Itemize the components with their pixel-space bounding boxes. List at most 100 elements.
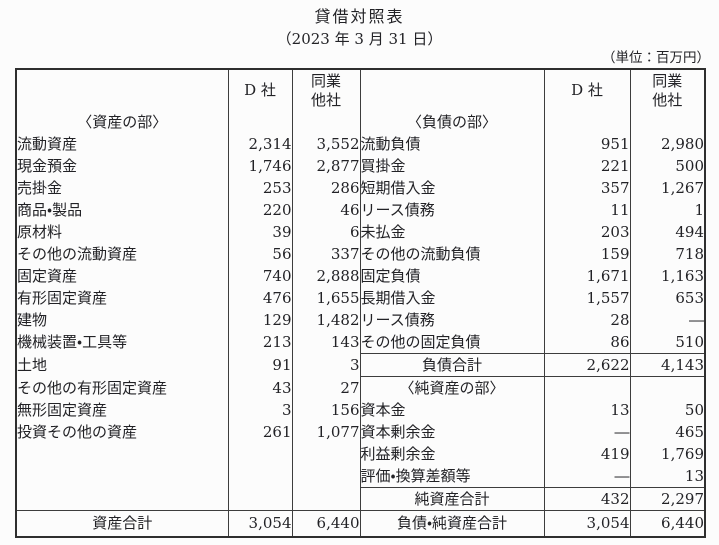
liability-row-label: 〈純資産の部〉 [360,376,545,399]
asset-company-value: 476 [228,287,293,309]
liability-company-value: 11 [544,199,631,221]
asset-row-label: 固定資産 [16,265,229,287]
table-row: その他の有形固定資産 43 27 〈純資産の部〉 [16,376,705,399]
asset-peer-value: 2,877 [292,155,361,177]
asset-company-value [228,111,293,133]
liabilities-company-header: D 社 [544,69,631,111]
liability-company-value: 2,622 [544,353,631,377]
table-row: 建物 129 1,482 リース債務 28 ― [16,309,705,331]
liability-row-label: 純資産合計 [360,487,545,511]
table-row: 〈資産の部〉 〈負債の部〉 [16,111,705,133]
asset-company-value: 213 [228,331,293,354]
table-row: 売掛金 253 286 短期借入金 357 1,267 [16,177,705,199]
liability-company-value [544,111,631,133]
liability-peer-value: 1,769 [661,445,704,463]
liabilities-equity-total-company-value: 3,054 [544,510,631,537]
peer-header-line1: 同業 [310,71,341,90]
asset-peer-value: 6 [292,221,361,243]
liability-company-value: 1,557 [544,287,631,309]
asset-row-label: 商品・製品 [16,199,229,221]
asset-peer-value: 3,552 [292,133,361,155]
liability-row-label: 資本金 [360,399,545,421]
liability-company-value: 1,671 [544,265,631,287]
liabilities-equity-total-peer-value: 6,440 [630,510,705,537]
liability-company-value: 951 [544,133,631,155]
assets-total-company-value: 3,054 [228,510,293,537]
liability-peer-value: 13 [684,467,704,485]
asset-row-label: 土地 [16,353,229,377]
asset-row-label: 投資その他の資産 [16,421,229,443]
liability-company-value: 432 [544,487,631,511]
liability-row-label: 未払金 [360,221,545,243]
liabilities-peer-header: 同業 他社 [630,69,705,111]
asset-peer-value [292,487,361,511]
asset-peer-value: 1,482 [292,309,361,331]
asset-row-label [16,465,229,488]
asset-peer-value: 1,077 [292,421,361,443]
asset-peer-value [292,465,361,488]
asset-row-label: 建物 [16,309,229,331]
liability-peer-value: ― [689,311,704,329]
asset-row-label: 原材料 [16,221,229,243]
liability-company-value: ― [544,465,631,488]
liability-peer-value: 510 [675,333,704,351]
asset-peer-value: 337 [292,243,361,265]
assets-total-peer-value: 6,440 [292,510,361,537]
liability-company-value: ― [544,421,631,443]
liability-company-value [544,376,631,399]
liability-row-label: 固定負債 [360,265,545,287]
liability-peer-value: 50 [684,401,704,419]
table-row: その他の流動資産 56 337 その他の流動負債 159 718 [16,243,705,265]
liability-company-value: 28 [544,309,631,331]
liability-company-value: 159 [544,243,631,265]
asset-row-label: 現金預金 [16,155,229,177]
table-row: 純資産合計 432 2,297 [16,487,705,511]
balance-sheet-table: D 社 同業 他社 D 社 同業 他社 〈資産の部〉 〈負債の部〉 流動資産 2,31… [15,68,706,538]
document-date: （2023 年 3 月 31 日） [276,30,443,48]
table-row: 現金預金 1,746 2,877 買掛金 221 500 [16,155,705,177]
asset-company-value: 253 [228,177,293,199]
peer-header-line1: 同業 [652,71,683,90]
liability-peer-value: 494 [675,223,704,241]
asset-company-value: 3 [228,399,293,421]
table-row: 流動資産 2,314 3,552 流動負債 951 2,980 [16,133,705,155]
asset-company-value [228,487,293,511]
liability-row-label: 短期借入金 [360,177,545,199]
asset-peer-value: 143 [292,331,361,354]
liability-peer-value: 1,267 [661,179,704,197]
liability-company-value: 419 [544,443,631,465]
liability-peer-value: 500 [675,157,704,175]
table-row: 商品・製品 220 46 リース債務 11 1 [16,199,705,221]
header-row: D 社 同業 他社 D 社 同業 他社 [16,69,705,111]
liability-row-label: 評価・換算差額等 [360,465,545,488]
liability-peer-value [630,111,705,133]
asset-row-label: その他の有形固定資産 [16,376,229,399]
asset-peer-value: 1,655 [292,287,361,309]
asset-peer-value: 2,888 [292,265,361,287]
asset-company-value: 91 [228,353,293,377]
asset-row-label [16,487,229,511]
table-row: 利益剰余金 419 1,769 [16,443,705,465]
liability-peer-value: 718 [675,245,704,263]
liabilities-equity-total-label: 負債・純資産合計 [360,510,545,537]
liability-row-label: 〈負債の部〉 [360,111,545,133]
table-row: 有形固定資産 476 1,655 長期借入金 1,557 653 [16,287,705,309]
liability-peer-value: 1 [694,201,704,219]
liability-row-label: 流動負債 [360,133,545,155]
asset-company-value: 220 [228,199,293,221]
peer-header-line2: 他社 [652,90,683,109]
table-row: 原材料 39 6 未払金 203 494 [16,221,705,243]
asset-row-label: 機械装置・工具等 [16,331,229,354]
liability-row-label: その他の流動負債 [360,243,545,265]
asset-company-value: 129 [228,309,293,331]
table-row: 固定資産 740 2,888 固定負債 1,671 1,163 [16,265,705,287]
liability-peer-value: 465 [675,423,704,441]
asset-row-label [16,443,229,465]
table-row: 機械装置・工具等 213 143 その他の固定負債 86 510 [16,331,705,354]
liability-peer-value: 653 [675,289,704,307]
asset-row-label: 売掛金 [16,177,229,199]
liability-company-value: 13 [544,399,631,421]
liability-row-label: 長期借入金 [360,287,545,309]
asset-company-value: 1,746 [228,155,293,177]
